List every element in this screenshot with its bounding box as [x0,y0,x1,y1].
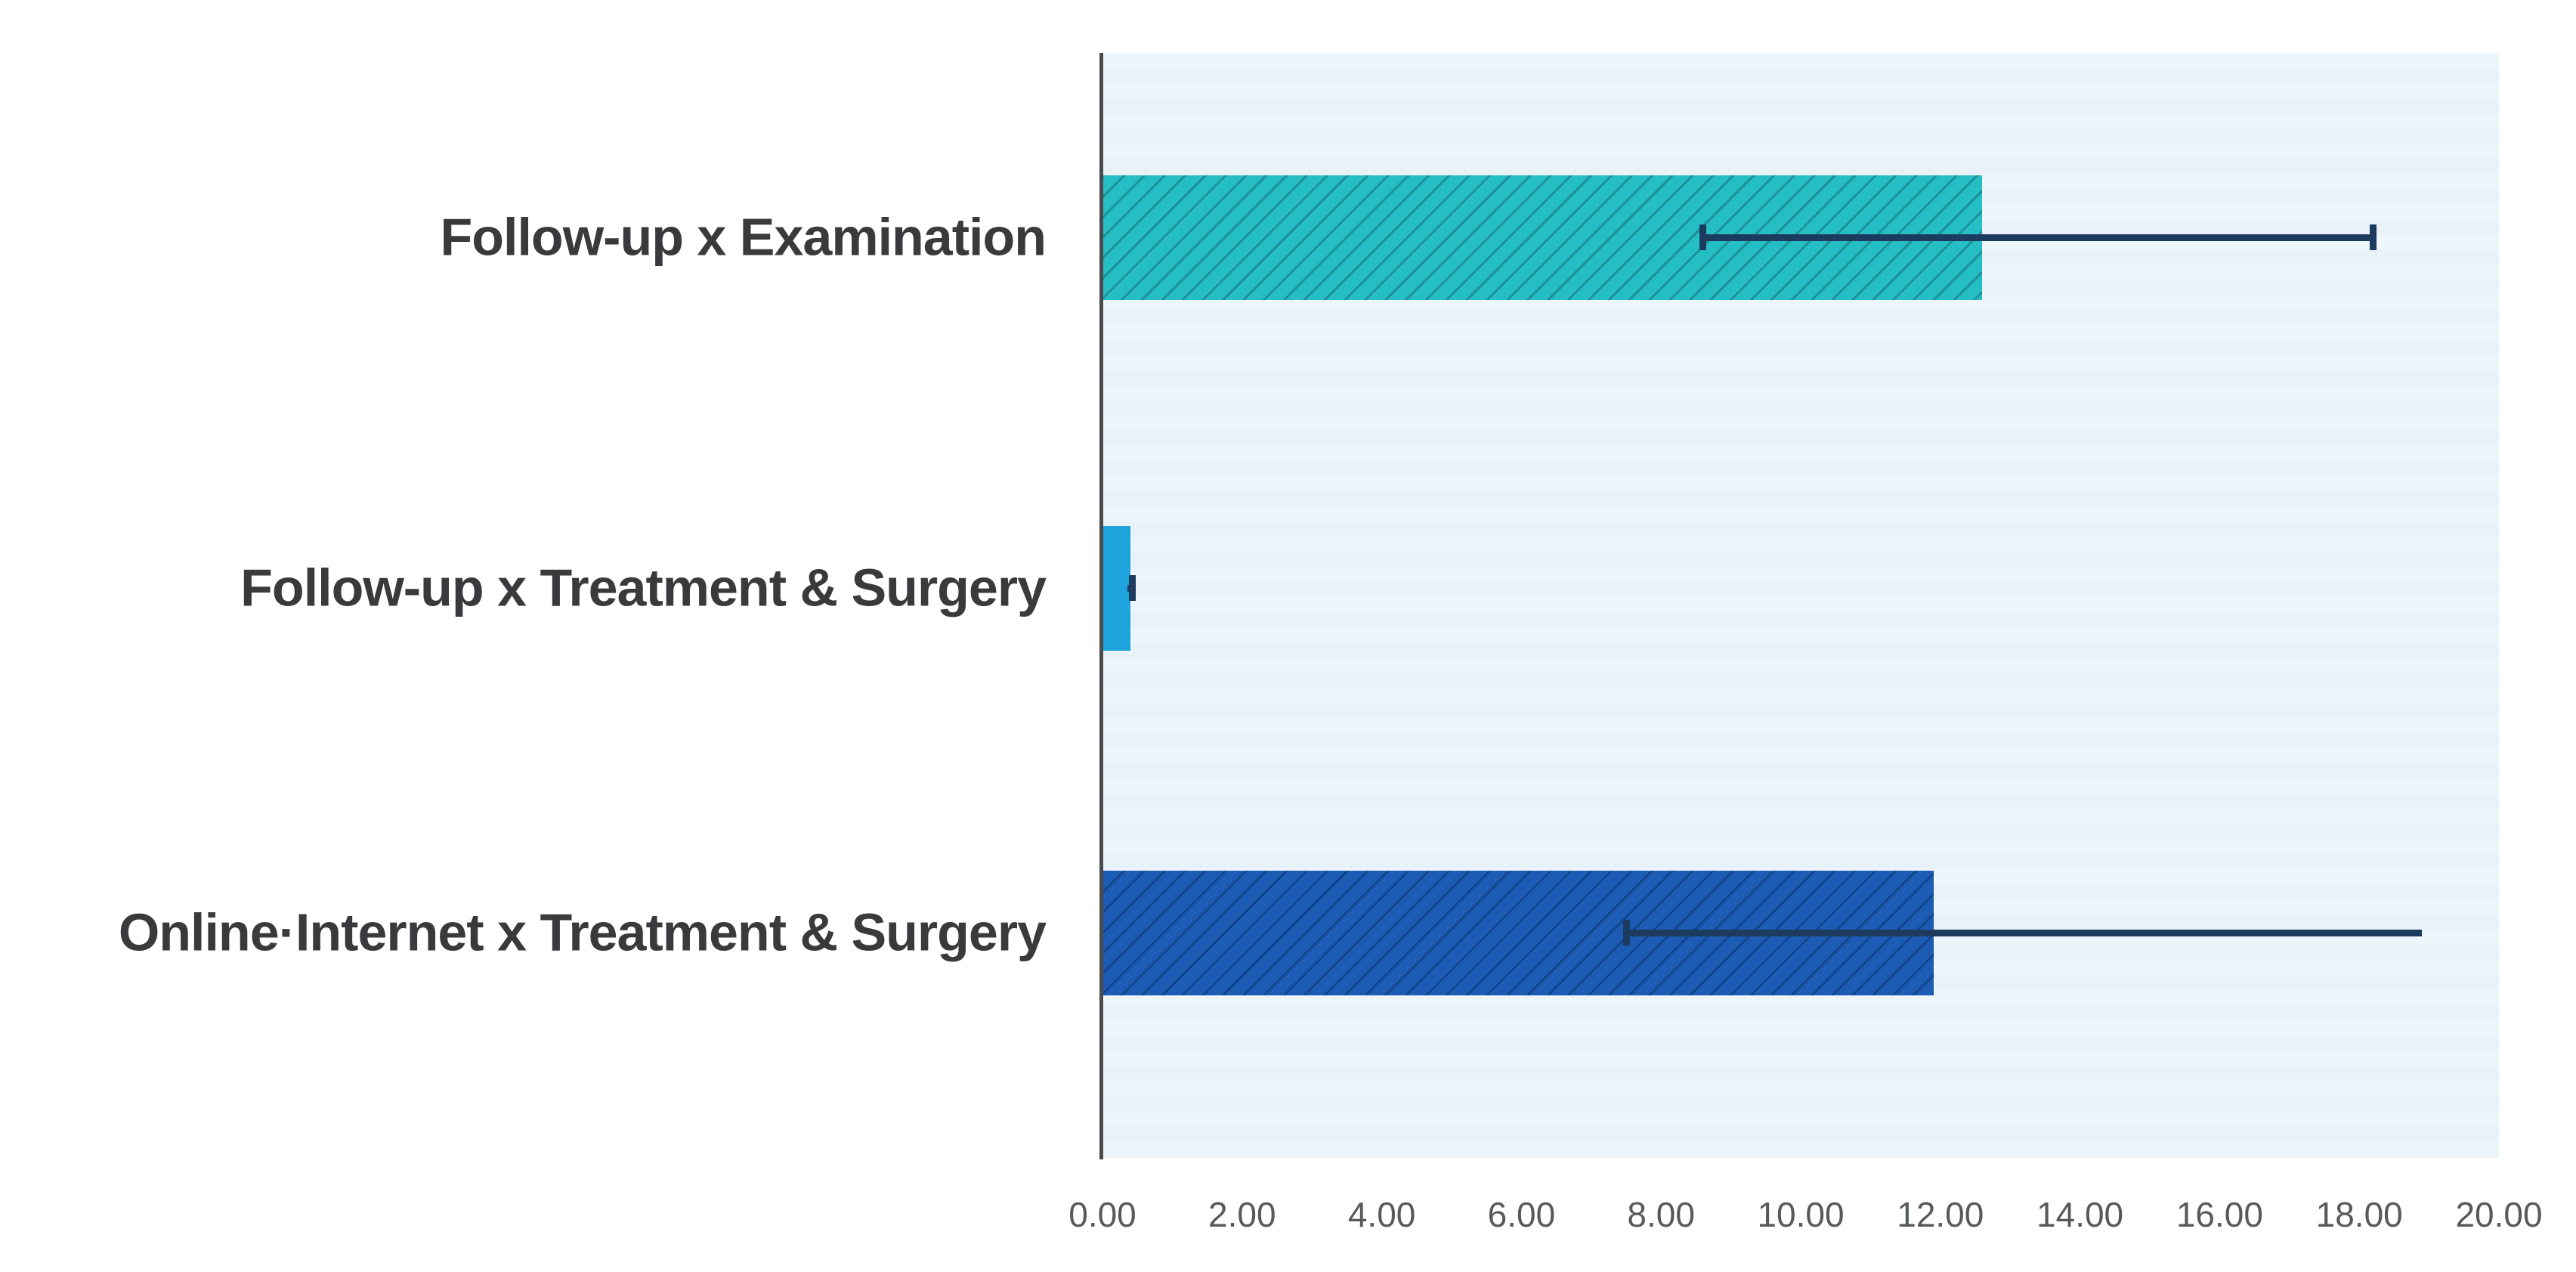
x-tick-label: 10.00 [1757,1195,1845,1234]
x-tick-label: 12.00 [1897,1195,1984,1234]
y-axis-line [1099,53,1103,1159]
x-tick-label: 18.00 [2315,1195,2403,1234]
category-label: Follow-up x Treatment & Surgery [240,558,1047,617]
error-cap-right [1129,575,1136,601]
x-tick-label: 4.00 [1347,1195,1416,1234]
error-cap-right [2370,224,2377,250]
error-bar [1702,234,2373,241]
x-tick-label: 6.00 [1487,1195,1556,1234]
x-tick-label: 20.00 [2455,1195,2543,1234]
category-label: Follow-up x Examination [440,207,1047,267]
x-tick-label: 2.00 [1208,1195,1276,1234]
x-tick-label: 8.00 [1627,1195,1695,1234]
x-tick-label: 16.00 [2176,1195,2263,1234]
error-cap-left [1699,224,1707,250]
x-tick-label: 0.00 [1068,1195,1136,1234]
bar [1102,525,1130,651]
x-tick-label: 14.00 [2036,1195,2124,1234]
plot-area [1102,53,2499,1158]
category-label: Online·Internet x Treatment & Surgery [118,902,1047,962]
error-bar [1626,929,2423,936]
x-axis-tick-labels: 0.00 2.00 4.00 6.00 8.00 10.00 12.00 14.00 16.00… [1068,1194,2542,1247]
error-cap-left [1622,920,1630,945]
category-labels-column: Follow-up x Examination Follow-up x Treat… [0,0,1047,1272]
